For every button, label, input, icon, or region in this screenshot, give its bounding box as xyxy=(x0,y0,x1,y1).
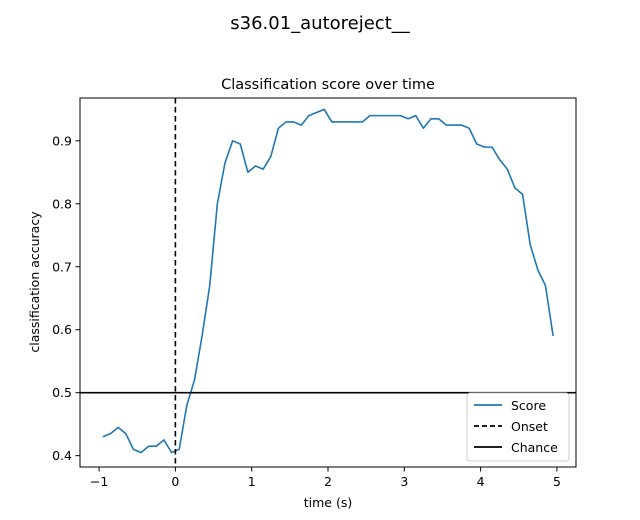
legend: Score Onset Chance xyxy=(466,392,570,462)
legend-label-chance: Chance xyxy=(511,440,558,455)
x-tick-label: −1 xyxy=(90,474,108,489)
series-line-score xyxy=(102,108,554,454)
y-tick-label: 0.4 xyxy=(52,448,72,463)
y-tick-label: 0.7 xyxy=(52,259,72,274)
x-axis-label: time (s) xyxy=(304,495,352,510)
legend-label-score: Score xyxy=(511,398,546,413)
x-tick-label: 1 xyxy=(248,474,256,489)
x-axis-ticks: −1 0 1 2 3 4 5 xyxy=(90,467,561,489)
y-axis-ticks: 0.4 0.5 0.6 0.7 0.8 0.9 xyxy=(52,133,80,463)
x-tick-label: 5 xyxy=(553,474,561,489)
x-tick-label: 2 xyxy=(324,474,332,489)
y-tick-label: 0.5 xyxy=(52,385,72,400)
x-tick-label: 4 xyxy=(477,474,485,489)
figure-suptitle: s36.01_autoreject__ xyxy=(230,13,411,34)
y-tick-label: 0.8 xyxy=(52,196,72,211)
legend-label-onset: Onset xyxy=(511,419,548,434)
legend-box xyxy=(466,392,570,462)
y-axis-label: classification accuracy xyxy=(27,211,42,353)
chart-title: Classification score over time xyxy=(221,77,435,93)
y-tick-label: 0.9 xyxy=(52,133,72,148)
x-tick-label: 0 xyxy=(171,474,179,489)
y-tick-label: 0.6 xyxy=(52,322,72,337)
x-tick-label: 3 xyxy=(400,474,408,489)
